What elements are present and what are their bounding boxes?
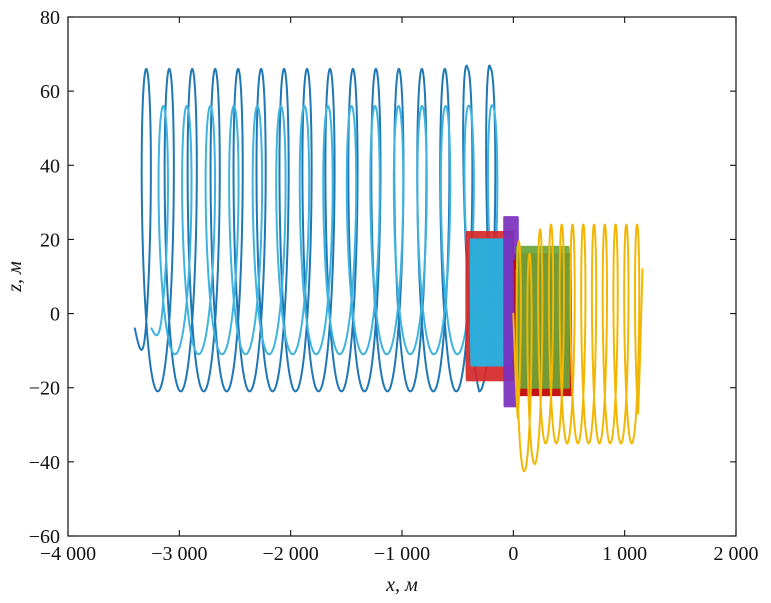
x-tick-label: −1 000 [374,543,430,565]
series-2-line [150,104,506,356]
y-axis-label: z, м [4,261,26,293]
y-tick-label: 60 [40,81,60,103]
tick-group: −4 000 −3 000 −2 000 −1 000 0 1 000 2 000 −60 −4… [29,7,759,565]
x-tick-label: −4 000 [40,543,96,565]
y-tick-label: −40 [29,452,60,474]
chart-root: −4 000 −3 000 −2 000 −1 000 0 1 000 2 000 −60 −4… [4,7,759,596]
x-tick-label: −3 000 [151,543,207,565]
x-axis-label: x, м [385,574,418,596]
series-8-line [512,223,644,473]
y-tick-label: −60 [29,526,60,548]
series-5-line [503,216,519,408]
y-tick-label: 80 [40,7,60,29]
x-tick-label: 2 000 [714,543,759,565]
y-tick-label: −20 [29,378,60,400]
y-tick-label: 20 [40,229,60,251]
x-tick-label: −2 000 [263,543,319,565]
series-group [133,64,644,473]
y-tick-label: 40 [40,155,60,177]
y-tick-label: 0 [50,304,60,326]
x-tick-label: 1 000 [602,543,647,565]
x-tick-label: 0 [508,543,518,565]
